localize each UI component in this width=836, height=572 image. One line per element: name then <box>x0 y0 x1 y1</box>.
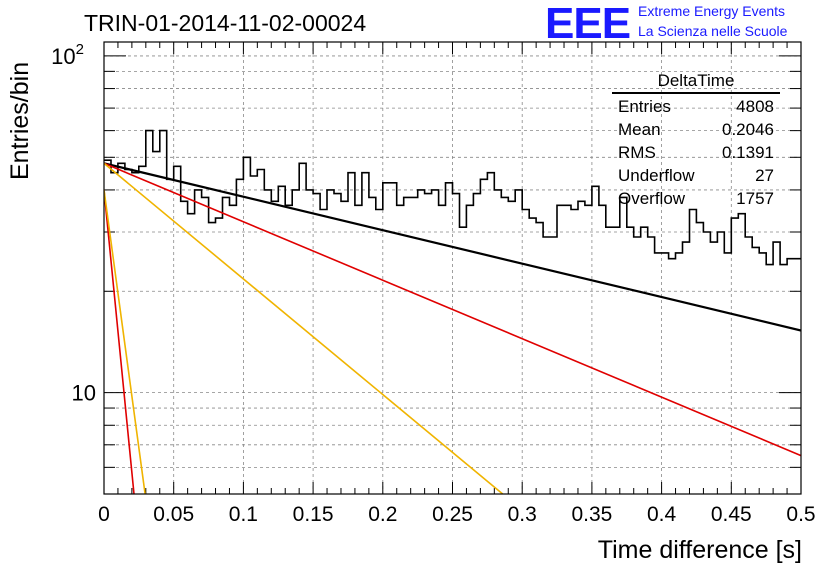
stats-value: 27 <box>755 166 774 185</box>
plot-title: TRIN-01-2014-11-02-00024 <box>84 10 367 36</box>
stats-value: 4808 <box>736 97 774 116</box>
stats-label: Overflow <box>618 189 686 208</box>
eee-logo: EEE <box>545 0 631 48</box>
x-tick-label: 0.45 <box>711 503 752 526</box>
stats-label: Underflow <box>618 166 695 185</box>
fit-line-3 <box>104 189 135 494</box>
stats-label: Mean <box>618 120 661 139</box>
logo-line-2: La Scienza nelle Scuole <box>638 23 788 39</box>
x-tick-label: 0.3 <box>508 503 537 526</box>
stats-value: 0.2046 <box>722 120 774 139</box>
x-tick-label: 0.1 <box>229 503 258 526</box>
x-tick-label: 0 <box>98 503 110 526</box>
x-tick-label: 0.2 <box>368 503 397 526</box>
x-tick-label: 0.35 <box>571 503 612 526</box>
stats-value: 1757 <box>736 189 774 208</box>
x-tick-label: 0.15 <box>293 503 334 526</box>
stats-label: RMS <box>618 143 656 162</box>
x-tick-label: 0.25 <box>432 503 473 526</box>
fit-line-0 <box>104 162 801 332</box>
x-tick-label: 0.4 <box>647 503 677 526</box>
stats-row-entries: Entries 4808 <box>612 95 780 118</box>
logo-line-1: Extreme Energy Events <box>638 3 786 19</box>
stats-value: 0.1391 <box>722 143 774 162</box>
stats-title: DeltaTime <box>612 70 780 94</box>
y-axis-label: Entries/bin <box>6 61 34 180</box>
fit-line-1 <box>104 162 801 457</box>
y-tick-label: 102 <box>51 41 84 69</box>
y-axis-label-wrap: Entries/bin <box>6 40 36 180</box>
stats-row-rms: RMS 0.1391 <box>612 141 780 164</box>
stats-row-mean: Mean 0.2046 <box>612 118 780 141</box>
fit-line-4 <box>104 189 146 494</box>
stats-label: Entries <box>618 97 671 116</box>
fit-line-2 <box>104 162 504 494</box>
x-axis-label: Time difference [s] <box>597 536 802 564</box>
y-tick-label: 10 <box>72 381 96 406</box>
stats-box: DeltaTime Entries 4808 Mean 0.2046 RMS 0… <box>612 70 780 210</box>
stats-row-underflow: Underflow 27 <box>612 164 780 187</box>
stats-row-overflow: Overflow 1757 <box>612 187 780 210</box>
x-tick-label: 0.5 <box>786 503 815 526</box>
x-tick-label: 0.05 <box>153 503 194 526</box>
histogram-steps <box>104 129 801 266</box>
plot-frame <box>103 41 802 495</box>
